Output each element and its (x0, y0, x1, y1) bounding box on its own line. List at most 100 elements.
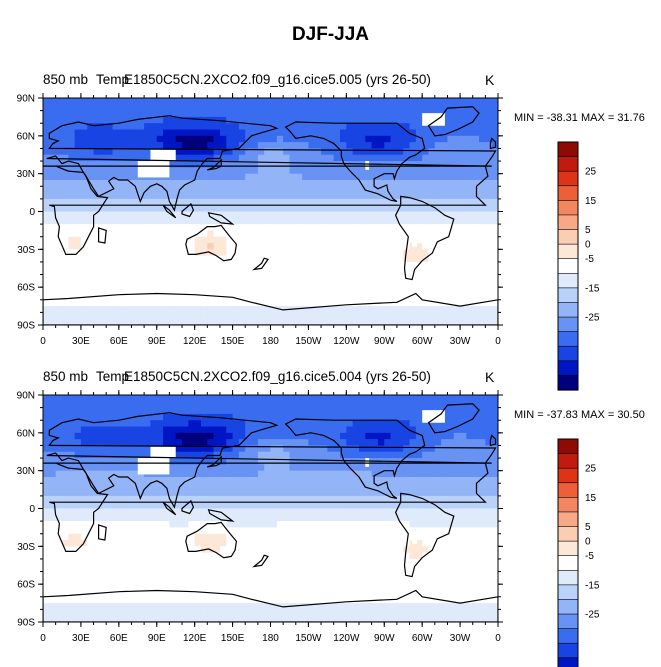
colorbar-swatch (558, 346, 578, 361)
y-tick-label: 0 (29, 207, 35, 218)
x-tick-label: 150W (295, 633, 322, 644)
colorbar-label: -5 (585, 254, 594, 265)
x-tick-label: 150E (221, 633, 245, 644)
temperature-field (43, 98, 499, 326)
colorbar-swatch (558, 614, 578, 629)
colorbar-label: 0 (585, 537, 591, 548)
y-tick-label: 30N (17, 169, 35, 180)
x-tick-label: 60E (110, 336, 128, 347)
colorbar-swatch (558, 230, 578, 245)
colorbar-swatch (558, 629, 578, 644)
colorbar-swatch (558, 332, 578, 347)
x-tick-label: 0 (495, 336, 501, 347)
colorbar-label: -25 (585, 313, 600, 324)
y-tick-label: 30S (17, 542, 35, 553)
y-tick-label: 0 (29, 504, 35, 515)
y-tick-label: 90N (17, 391, 35, 402)
colorbar-swatch (558, 454, 578, 469)
map-panel-2: 850 mb Temp E1850C5CN.2XCO2.f09_g16.cice… (0, 367, 661, 667)
missing-data-patch (138, 458, 170, 474)
colorbar-swatch (558, 585, 578, 600)
x-tick-label: 60W (412, 633, 433, 644)
x-tick-label: 120W (333, 633, 360, 644)
x-tick-label: 30W (450, 336, 471, 347)
x-tick-label: 180 (262, 336, 279, 347)
x-tick-label: 120W (333, 336, 360, 347)
x-tick-label: 60E (110, 633, 128, 644)
missing-data-patch (138, 161, 170, 177)
figure-title: DJF-JJA (0, 24, 661, 46)
x-tick-label: 90W (374, 336, 395, 347)
x-tick-label: 30W (450, 633, 471, 644)
colorbar-swatch (558, 259, 578, 274)
x-tick-label: 30E (72, 336, 90, 347)
colorbar-swatch (558, 439, 578, 454)
missing-data-patch (422, 410, 445, 423)
colorbar-swatch (558, 497, 578, 512)
colorbar-swatch (558, 512, 578, 527)
colorbar-label: -15 (585, 283, 600, 294)
colorbar: 25 15 5 0 -5 -15 -25 (558, 142, 600, 390)
x-tick-label: 90W (374, 633, 395, 644)
x-tick-label: 150W (295, 336, 322, 347)
colorbar-swatch (558, 556, 578, 571)
missing-data-patch (150, 447, 175, 458)
y-tick-label: 30S (17, 245, 35, 256)
y-tick-label: 90S (17, 321, 35, 332)
colorbar-swatch (558, 527, 578, 542)
missing-data-patch (412, 237, 417, 247)
colorbar-swatch (558, 273, 578, 288)
missing-data-patch (365, 458, 369, 467)
x-tick-label: 120E (183, 336, 207, 347)
x-tick-label: 90E (148, 633, 166, 644)
colorbar-label: 25 (585, 464, 597, 475)
colorbar-label: -15 (585, 580, 600, 591)
colorbar-swatch (558, 599, 578, 614)
missing-data-patch (365, 161, 369, 170)
colorbar-swatch (558, 317, 578, 332)
colorbar-swatch (558, 186, 578, 201)
colorbar-label: 15 (585, 196, 597, 207)
colorbar-swatch (558, 643, 578, 658)
y-tick-label: 30N (17, 466, 35, 477)
colorbar-label: 0 (585, 240, 591, 251)
y-tick-label: 60N (17, 131, 35, 142)
colorbar-swatch (558, 215, 578, 230)
y-tick-label: 60S (17, 283, 35, 294)
colorbar-swatch (558, 244, 578, 259)
colorbar-label: 5 (585, 522, 591, 533)
x-tick-label: 0 (495, 633, 501, 644)
missing-data-patch (150, 150, 175, 161)
colorbar-label: -25 (585, 610, 600, 621)
colorbar-swatch (558, 157, 578, 172)
temperature-field (43, 395, 499, 623)
colorbar-label: 5 (585, 225, 591, 236)
colorbar-swatch (558, 171, 578, 186)
colorbar-swatch (558, 302, 578, 317)
colorbar-swatch (558, 200, 578, 215)
x-tick-label: 120E (183, 633, 207, 644)
colorbar-swatch (558, 570, 578, 585)
y-tick-label: 60N (17, 428, 35, 439)
x-tick-label: 30E (72, 633, 90, 644)
y-tick-label: 60S (17, 580, 35, 591)
colorbar-swatch (558, 541, 578, 556)
colorbar-label: 25 (585, 167, 597, 178)
colorbar-swatch (558, 483, 578, 498)
colorbar-swatch (558, 468, 578, 483)
y-tick-label: 90S (17, 618, 35, 629)
y-tick-label: 90N (17, 94, 35, 105)
colorbar-swatch (558, 142, 578, 157)
x-tick-label: 180 (262, 633, 279, 644)
x-tick-label: 150E (221, 336, 245, 347)
colorbar-swatch (558, 288, 578, 303)
missing-data-patch (422, 113, 445, 126)
map-panel-1: 850 mb Temp E1850C5CN.2XCO2.f09_g16.cice… (0, 70, 661, 370)
missing-data-patch (412, 534, 417, 544)
x-tick-label: 0 (40, 633, 46, 644)
colorbar-label: 15 (585, 493, 597, 504)
x-tick-label: 0 (40, 336, 46, 347)
